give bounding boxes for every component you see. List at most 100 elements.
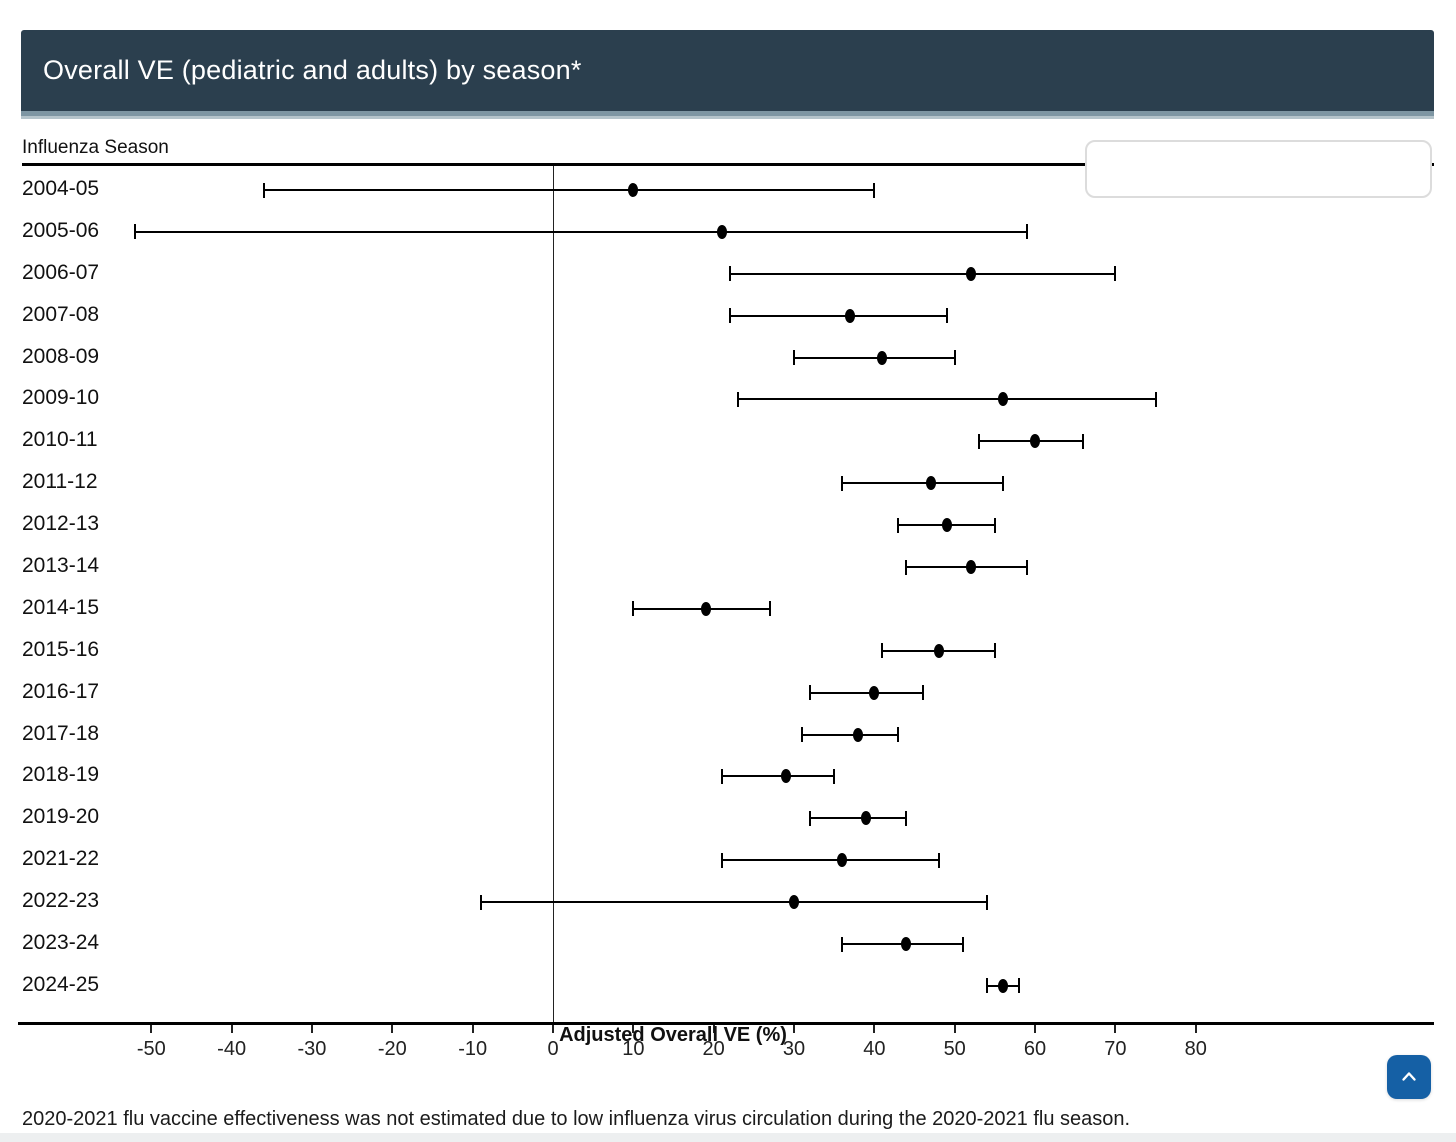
season-label: 2005-06: [22, 218, 100, 242]
header-trim-light: [21, 116, 1434, 119]
ci-cap: [1026, 224, 1028, 240]
season-label: 2008-09: [22, 344, 100, 368]
ci-cap: [977, 433, 980, 449]
ci-cap: [993, 643, 996, 659]
season-label: 2006-07: [22, 260, 100, 284]
ci-cap: [262, 182, 265, 198]
page-bottom-strip: [0, 1133, 1456, 1142]
ci-cap: [720, 768, 723, 784]
ci-cap: [961, 936, 964, 952]
x-tick-mark: [712, 1025, 715, 1033]
x-tick-label: 50: [943, 1038, 966, 1060]
point-estimate-marker: [861, 811, 872, 826]
season-label: 2024-25: [22, 972, 100, 996]
ci-cap: [793, 350, 796, 366]
ci-line: [721, 775, 835, 778]
point-estimate-marker: [997, 392, 1008, 407]
x-tick-label: 20: [702, 1038, 725, 1060]
ci-cap: [881, 643, 884, 659]
x-tick-mark: [552, 1025, 554, 1033]
ci-cap: [993, 517, 996, 533]
point-estimate-marker: [853, 727, 864, 742]
point-estimate-marker: [789, 895, 800, 910]
x-tick-label: 70: [1104, 1038, 1127, 1060]
ci-cap: [873, 182, 876, 198]
x-tick-mark: [1034, 1025, 1037, 1033]
x-tick-label: 10: [622, 1038, 645, 1060]
ci-line: [810, 817, 907, 820]
season-label: 2013-14: [22, 554, 100, 577]
ci-cap: [632, 601, 635, 617]
ci-cap: [1114, 266, 1117, 282]
season-label: 2012-13: [22, 512, 100, 536]
point-estimate-marker: [933, 643, 944, 658]
y-axis-title: Influenza Season: [22, 137, 169, 158]
ci-line: [794, 356, 955, 359]
season-label: 2018-19: [22, 763, 100, 787]
header-trim-dark: [21, 111, 1434, 116]
season-label: 2022-23: [22, 889, 100, 913]
x-tick-label: 40: [863, 1038, 886, 1060]
ci-cap: [937, 852, 940, 868]
point-estimate-marker: [941, 518, 952, 533]
ci-line: [842, 482, 1003, 485]
x-tick-mark: [873, 1025, 876, 1033]
x-tick-mark: [1114, 1025, 1117, 1033]
season-label: 2009-10: [22, 386, 100, 410]
x-tick-label: -40: [217, 1038, 247, 1060]
point-estimate-marker: [780, 769, 791, 784]
x-tick-label: -10: [458, 1038, 488, 1060]
x-tick-label: -20: [377, 1038, 407, 1060]
season-label: 2007-08: [22, 302, 100, 326]
season-label: 2010-11: [22, 428, 98, 452]
ci-line: [737, 398, 1156, 401]
ci-cap: [728, 308, 731, 324]
chart-title: Overall VE (pediatric and adults) by sea…: [43, 55, 582, 85]
point-estimate-marker: [700, 601, 711, 616]
ci-cap: [479, 894, 482, 910]
season-label: 2015-16: [22, 637, 100, 661]
ci-cap: [841, 475, 844, 491]
season-label: 2023-24: [22, 931, 100, 955]
season-label: 2004-05: [22, 177, 100, 200]
ci-cap: [809, 810, 812, 826]
point-estimate-marker: [869, 685, 880, 700]
axis-top-rule: [22, 163, 1434, 166]
scroll-to-top-button[interactable]: [1387, 1055, 1431, 1099]
point-estimate-marker: [716, 224, 727, 239]
point-estimate-marker: [837, 853, 848, 868]
ci-cap: [720, 852, 723, 868]
x-tick-label: 80: [1184, 1038, 1207, 1060]
x-axis-line: [18, 1022, 1434, 1025]
ci-cap: [736, 391, 739, 407]
ci-line: [729, 272, 1116, 275]
season-label: 2016-17: [22, 679, 100, 703]
ci-line: [721, 859, 939, 862]
x-tick-mark: [391, 1025, 394, 1033]
point-estimate-marker: [925, 476, 936, 491]
ci-cap: [905, 810, 908, 826]
ci-line: [810, 691, 923, 694]
x-tick-label: -50: [136, 1038, 166, 1060]
x-tick-mark: [310, 1025, 313, 1033]
point-estimate-marker: [845, 308, 856, 323]
x-tick-label: 60: [1023, 1038, 1047, 1060]
ci-line: [263, 189, 875, 191]
ci-cap: [768, 601, 771, 617]
season-label: 2011-12: [22, 470, 98, 494]
chevron-up-icon: [1402, 1072, 1416, 1081]
point-estimate-marker: [877, 350, 888, 365]
ci-cap: [809, 685, 812, 701]
x-axis-title: Adjusted Overall VE (%): [559, 1024, 787, 1046]
ci-cap: [945, 308, 948, 324]
ci-line: [802, 733, 899, 736]
x-tick-mark: [150, 1025, 153, 1033]
ci-cap: [134, 224, 137, 240]
point-estimate-marker: [628, 183, 639, 197]
ci-cap: [841, 936, 844, 952]
ci-cap: [1082, 433, 1085, 449]
ci-line: [729, 314, 947, 317]
point-estimate-marker: [1030, 434, 1041, 449]
point-estimate-marker: [901, 937, 912, 952]
